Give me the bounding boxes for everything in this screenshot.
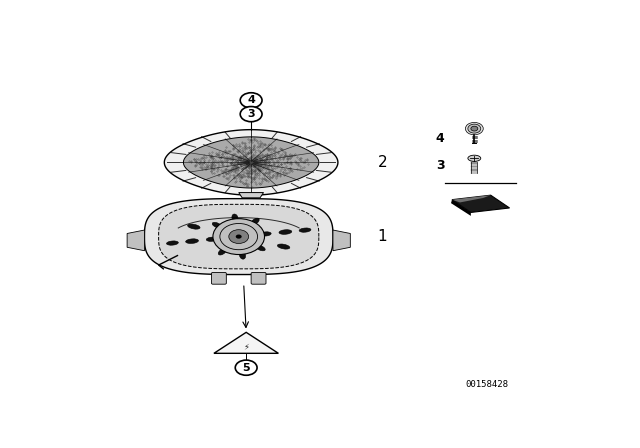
Ellipse shape [279,230,292,234]
Polygon shape [159,204,319,269]
Polygon shape [452,195,509,212]
Text: 5: 5 [243,363,250,373]
Ellipse shape [188,224,200,229]
Ellipse shape [232,214,238,222]
Ellipse shape [186,239,198,243]
Text: 3: 3 [247,109,255,119]
Ellipse shape [277,244,290,249]
Circle shape [213,219,264,254]
Ellipse shape [239,252,246,259]
Polygon shape [214,332,278,353]
Ellipse shape [256,245,265,251]
Ellipse shape [251,218,259,225]
Text: 1: 1 [378,229,387,244]
Circle shape [229,230,248,244]
Ellipse shape [260,232,271,236]
Circle shape [468,124,481,133]
Circle shape [236,234,242,239]
Text: ⚡: ⚡ [243,342,249,352]
Text: 4: 4 [436,132,445,145]
Circle shape [465,122,483,135]
Ellipse shape [212,222,221,228]
Ellipse shape [468,155,481,161]
Polygon shape [451,200,471,216]
Text: 00158428: 00158428 [465,380,508,389]
Polygon shape [164,129,338,195]
Text: 3: 3 [436,159,445,172]
FancyBboxPatch shape [251,272,266,284]
Circle shape [240,93,262,108]
Circle shape [236,360,257,375]
Polygon shape [145,198,333,275]
Polygon shape [452,195,491,202]
Polygon shape [239,193,264,198]
Circle shape [471,126,478,131]
Text: 4: 4 [247,95,255,105]
FancyBboxPatch shape [211,272,227,284]
Ellipse shape [206,237,217,241]
Text: 2: 2 [378,155,387,170]
Polygon shape [184,137,319,188]
Circle shape [240,107,262,122]
Ellipse shape [299,228,311,232]
Polygon shape [127,230,145,251]
Polygon shape [333,230,350,251]
Ellipse shape [166,241,179,245]
Ellipse shape [218,249,227,255]
